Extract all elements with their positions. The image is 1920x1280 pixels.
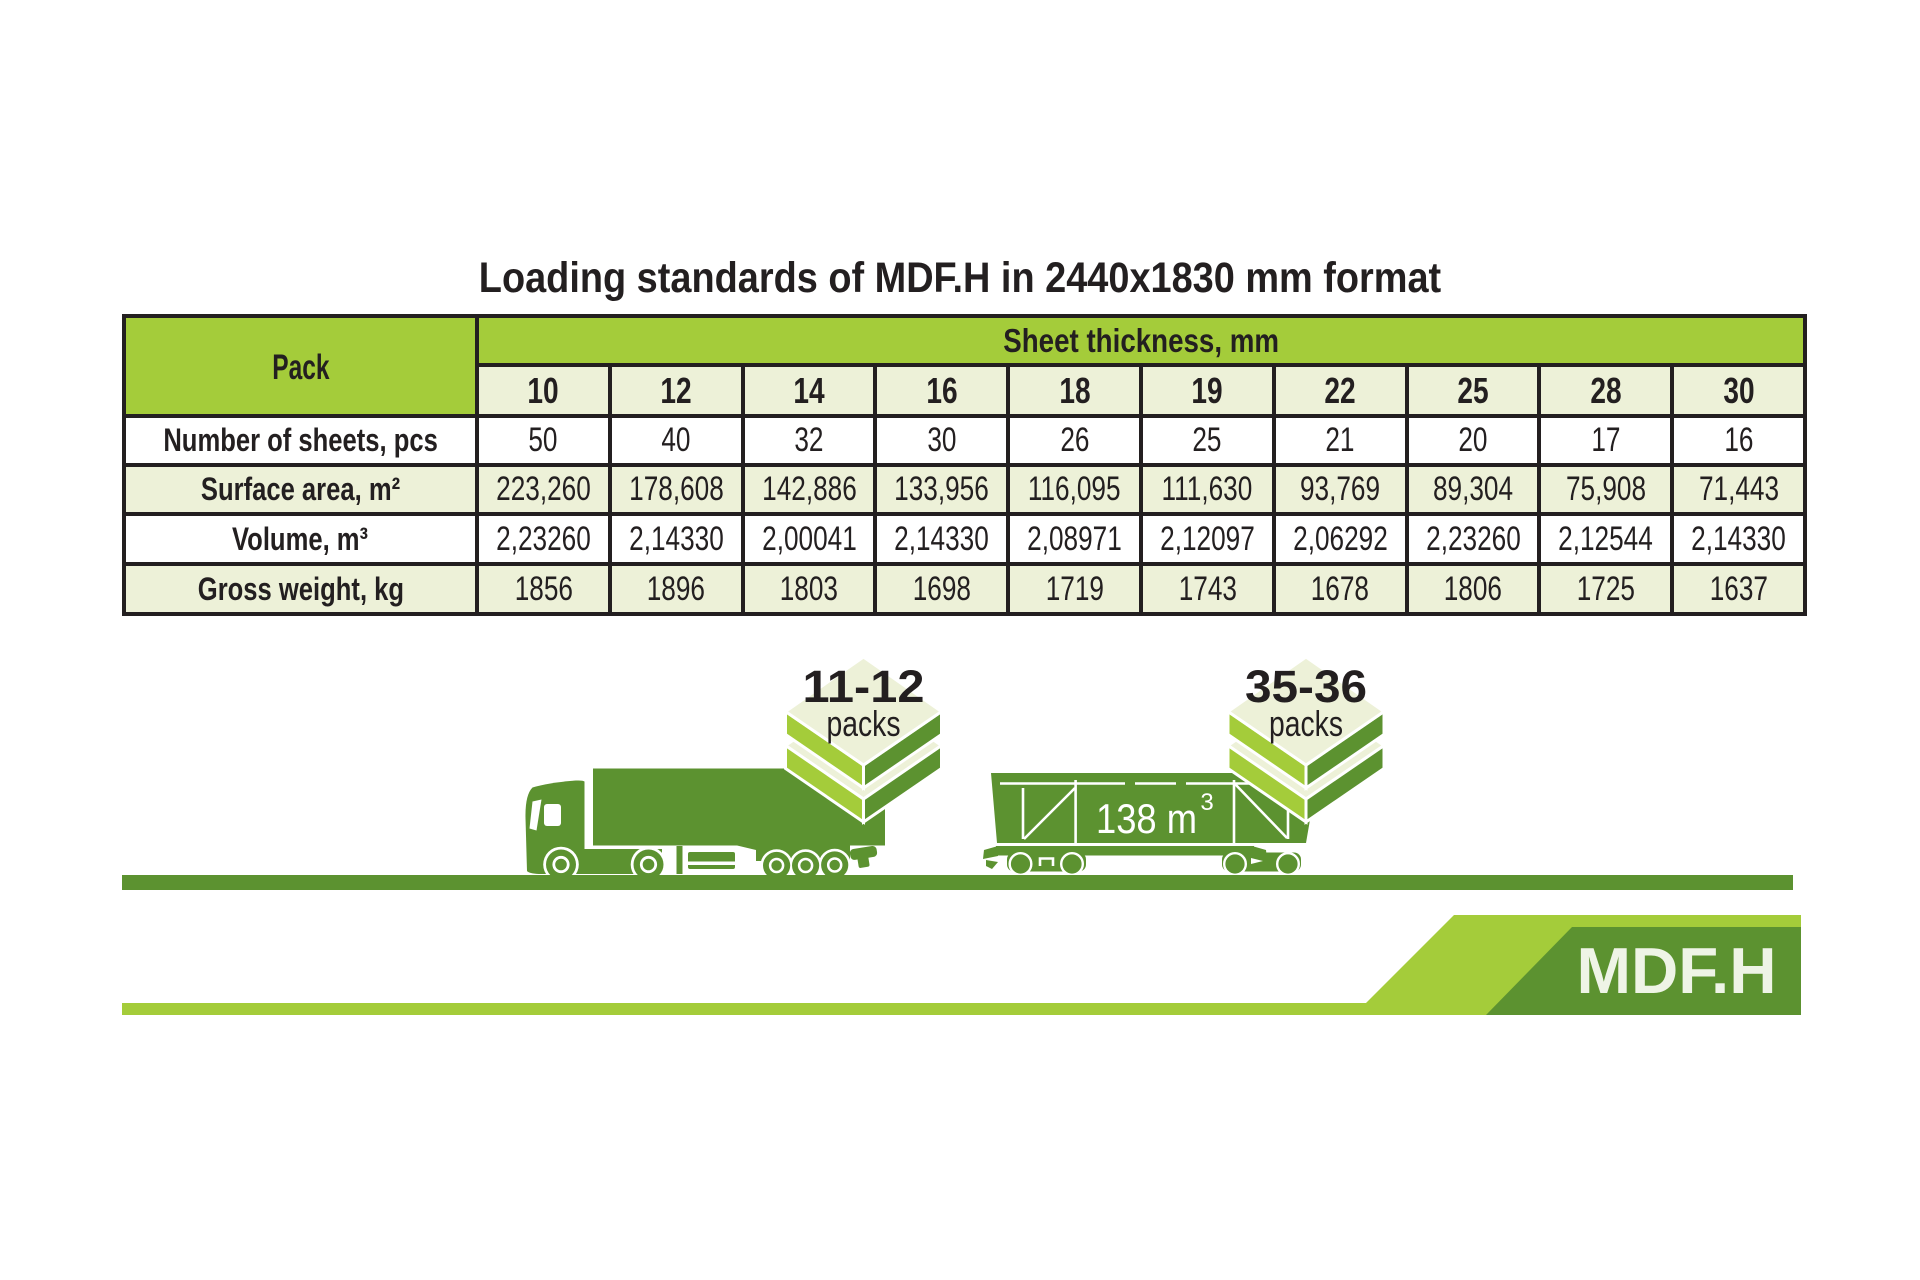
svg-text:3: 3 <box>1200 789 1213 816</box>
svg-text:packs: packs <box>827 703 901 744</box>
svg-text:11-12: 11-12 <box>803 661 925 712</box>
svg-text:packs: packs <box>1269 703 1343 744</box>
svg-text:35-36: 35-36 <box>1245 661 1367 712</box>
svg-text:138 m: 138 m <box>1096 795 1197 842</box>
svg-text:MDF.H: MDF.H <box>1577 934 1777 1007</box>
